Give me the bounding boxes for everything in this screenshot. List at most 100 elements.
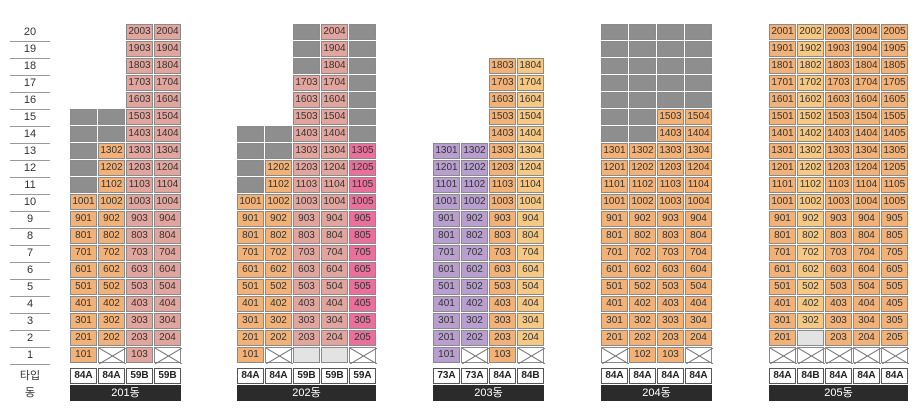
unit-cell[interactable]: 803 <box>657 228 684 244</box>
unit-cell[interactable]: 1404 <box>321 126 348 142</box>
unit-cell[interactable]: 301 <box>769 313 796 329</box>
unit-cell[interactable]: 1105 <box>881 177 908 193</box>
unit-cell[interactable]: 503 <box>825 279 852 295</box>
unit-cell[interactable]: 804 <box>321 228 348 244</box>
unit-cell[interactable]: 902 <box>461 211 488 227</box>
unit-cell[interactable]: 2002 <box>797 24 824 40</box>
unit-cell[interactable]: 1701 <box>769 75 796 91</box>
unit-cell[interactable]: 304 <box>685 313 712 329</box>
unit-cell[interactable]: 703 <box>657 245 684 261</box>
unit-cell[interactable]: 1702 <box>797 75 824 91</box>
unit-cell[interactable]: 1303 <box>489 143 516 159</box>
unit-cell[interactable]: 1205 <box>881 160 908 176</box>
unit-cell[interactable]: 1103 <box>657 177 684 193</box>
unit-cell[interactable]: 802 <box>629 228 656 244</box>
unit-cell[interactable]: 1103 <box>126 177 153 193</box>
unit-cell[interactable]: 1102 <box>797 177 824 193</box>
unit-cell[interactable]: 901 <box>769 211 796 227</box>
unit-cell[interactable]: 1203 <box>293 160 320 176</box>
unit-cell[interactable]: 403 <box>657 296 684 312</box>
unit-cell[interactable]: 1103 <box>293 177 320 193</box>
unit-cell[interactable]: 1102 <box>98 177 125 193</box>
unit-cell[interactable]: 303 <box>657 313 684 329</box>
unit-cell[interactable]: 1203 <box>489 160 516 176</box>
unit-cell[interactable]: 605 <box>881 262 908 278</box>
unit-cell[interactable]: 2003 <box>825 24 852 40</box>
unit-cell[interactable]: 1503 <box>489 109 516 125</box>
unit-cell[interactable]: 701 <box>601 245 628 261</box>
unit-cell[interactable]: 2004 <box>853 24 880 40</box>
unit-cell[interactable]: 902 <box>797 211 824 227</box>
unit-cell[interactable]: 703 <box>489 245 516 261</box>
unit-cell[interactable]: 502 <box>629 279 656 295</box>
unit-cell[interactable]: 1004 <box>517 194 544 210</box>
unit-cell[interactable]: 1803 <box>126 58 153 74</box>
unit-cell[interactable]: 801 <box>237 228 264 244</box>
unit-cell[interactable]: 705 <box>881 245 908 261</box>
unit-cell[interactable]: 303 <box>825 313 852 329</box>
unit-cell[interactable]: 303 <box>293 313 320 329</box>
unit-cell[interactable]: 201 <box>237 330 264 346</box>
unit-cell[interactable]: 1204 <box>685 160 712 176</box>
unit-cell[interactable]: 1705 <box>881 75 908 91</box>
unit-cell[interactable]: 1303 <box>825 143 852 159</box>
unit-cell[interactable]: 1202 <box>461 160 488 176</box>
unit-cell[interactable]: 204 <box>517 330 544 346</box>
unit-cell[interactable]: 501 <box>433 279 460 295</box>
unit-cell[interactable]: 803 <box>126 228 153 244</box>
unit-cell[interactable]: 701 <box>769 245 796 261</box>
unit-cell[interactable]: 805 <box>881 228 908 244</box>
unit-cell[interactable]: 1301 <box>433 143 460 159</box>
unit-cell[interactable]: 702 <box>797 245 824 261</box>
unit-cell[interactable]: 1601 <box>769 92 796 108</box>
unit-cell[interactable]: 203 <box>825 330 852 346</box>
unit-cell[interactable]: 1003 <box>489 194 516 210</box>
unit-cell[interactable]: 901 <box>237 211 264 227</box>
unit-cell[interactable]: 1902 <box>797 41 824 57</box>
unit-cell[interactable]: 504 <box>154 279 181 295</box>
unit-cell[interactable]: 1105 <box>349 177 376 193</box>
unit-cell[interactable]: 1204 <box>321 160 348 176</box>
unit-cell[interactable]: 203 <box>126 330 153 346</box>
unit-cell[interactable]: 202 <box>98 330 125 346</box>
unit-cell[interactable]: 804 <box>685 228 712 244</box>
unit-cell[interactable]: 904 <box>853 211 880 227</box>
unit-cell[interactable]: 402 <box>98 296 125 312</box>
unit-cell[interactable]: 201 <box>433 330 460 346</box>
unit-cell[interactable]: 604 <box>154 262 181 278</box>
unit-cell[interactable]: 304 <box>321 313 348 329</box>
unit-cell[interactable]: 503 <box>657 279 684 295</box>
unit-cell[interactable]: 803 <box>293 228 320 244</box>
unit-cell[interactable]: 904 <box>685 211 712 227</box>
unit-cell[interactable]: 203 <box>657 330 684 346</box>
unit-cell[interactable]: 1403 <box>825 126 852 142</box>
unit-cell[interactable]: 103 <box>126 347 153 363</box>
unit-cell[interactable]: 802 <box>461 228 488 244</box>
unit-cell[interactable]: 204 <box>685 330 712 346</box>
unit-cell[interactable]: 801 <box>70 228 97 244</box>
unit-cell[interactable]: 1201 <box>601 160 628 176</box>
unit-cell[interactable]: 1203 <box>825 160 852 176</box>
unit-cell[interactable]: 1404 <box>685 126 712 142</box>
unit-cell[interactable]: 704 <box>154 245 181 261</box>
unit-cell[interactable]: 502 <box>265 279 292 295</box>
unit-cell[interactable]: 1004 <box>321 194 348 210</box>
unit-cell[interactable]: 804 <box>154 228 181 244</box>
unit-cell[interactable]: 1004 <box>685 194 712 210</box>
unit-cell[interactable]: 703 <box>825 245 852 261</box>
unit-cell[interactable]: 1401 <box>769 126 796 142</box>
unit-cell[interactable]: 1403 <box>489 126 516 142</box>
unit-cell[interactable]: 1103 <box>825 177 852 193</box>
unit-cell[interactable]: 1505 <box>881 109 908 125</box>
unit-cell[interactable]: 1104 <box>517 177 544 193</box>
unit-cell[interactable]: 502 <box>461 279 488 295</box>
unit-cell[interactable]: 203 <box>293 330 320 346</box>
unit-cell[interactable]: 1503 <box>657 109 684 125</box>
unit-cell[interactable]: 304 <box>517 313 544 329</box>
unit-cell[interactable]: 1803 <box>825 58 852 74</box>
unit-cell[interactable]: 502 <box>98 279 125 295</box>
unit-cell[interactable]: 1905 <box>881 41 908 57</box>
unit-cell[interactable]: 602 <box>629 262 656 278</box>
unit-cell[interactable]: 1801 <box>769 58 796 74</box>
unit-cell[interactable]: 1101 <box>433 177 460 193</box>
